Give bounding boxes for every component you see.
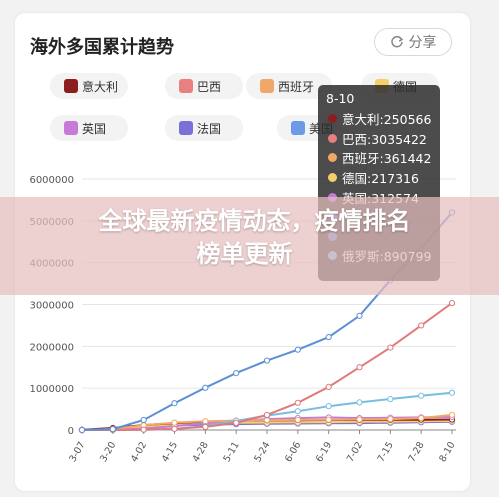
data-point: [263, 411, 271, 419]
data-point: [448, 411, 456, 418]
data-point: [418, 322, 425, 329]
tooltip-value: 德国:217316: [342, 171, 419, 187]
x-tick-label: 7-15: [376, 440, 396, 464]
x-tick-label: 3-20: [98, 440, 118, 464]
data-point: [233, 370, 240, 377]
tooltip-value: 意大利:250566: [342, 112, 432, 128]
tooltip-series-dot: [328, 133, 337, 143]
data-point: [202, 384, 209, 391]
data-point: [387, 416, 394, 423]
tooltip-series-dot: [328, 153, 337, 163]
y-tick-label: 0: [68, 426, 74, 437]
x-tick-label: 8-10: [437, 440, 457, 464]
legend-swatch: [64, 121, 78, 135]
data-point: [294, 416, 301, 424]
headline-banner: [0, 197, 499, 295]
x-tick-label: 6-19: [314, 440, 334, 464]
tooltip-series-dot: [328, 173, 337, 183]
y-tick-label: 2000000: [29, 342, 74, 353]
tooltip-series-dot: [328, 114, 337, 124]
legend-item[interactable]: 西班牙: [246, 73, 332, 99]
legend-swatch: [64, 79, 78, 93]
tooltip-value: 巴西:3035422: [342, 131, 427, 147]
data-point: [233, 419, 240, 426]
x-tick-label: 4-15: [160, 440, 180, 464]
x-tick-label: 4-28: [191, 440, 211, 464]
legend-swatch: [260, 79, 274, 93]
tooltip-row: 德国:217316: [326, 168, 440, 188]
legend-label: 法国: [197, 121, 222, 136]
legend-item[interactable]: 英国: [50, 115, 128, 141]
data-point: [78, 426, 86, 434]
data-point: [387, 344, 394, 351]
data-point: [171, 400, 178, 407]
tooltip-row: 西班牙:361442: [326, 148, 440, 168]
data-point: [356, 364, 363, 371]
headline-line-2: 榜单更新: [196, 240, 293, 268]
legend-label: 英国: [82, 121, 107, 136]
legend-swatch: [179, 121, 193, 135]
data-point: [418, 414, 425, 422]
data-point: [418, 392, 425, 399]
share-button[interactable]: 分享: [374, 28, 452, 56]
data-point: [294, 399, 301, 406]
data-point: [325, 334, 332, 341]
data-point: [171, 419, 178, 426]
series-line: [82, 302, 453, 431]
tooltip-date: 8-10: [326, 91, 355, 106]
y-tick-label: 1000000: [29, 384, 74, 395]
y-tick-label: 6000000: [29, 175, 74, 186]
data-point: [356, 399, 363, 406]
legend-item[interactable]: 巴西: [165, 73, 243, 99]
data-point: [325, 416, 332, 423]
x-tick-label: 5-24: [252, 440, 272, 464]
share-icon: [390, 35, 404, 49]
x-tick-label: 5-11: [221, 440, 241, 464]
tooltip-value: 西班牙:361442: [342, 151, 432, 167]
data-point: [294, 346, 301, 353]
data-point: [356, 416, 363, 423]
legend-swatch: [291, 121, 305, 135]
legend-label: 巴西: [197, 79, 222, 94]
data-point: [325, 383, 332, 391]
tooltip-row: 意大利:250566: [326, 109, 440, 129]
data-point: [202, 423, 209, 431]
x-tick-label: 3-07: [67, 440, 87, 464]
data-point: [294, 408, 301, 415]
data-point: [263, 357, 271, 364]
data-point: [140, 426, 147, 433]
legend-item[interactable]: 法国: [165, 115, 243, 141]
tooltip-row: 巴西:3035422: [326, 129, 440, 149]
y-tick-label: 3000000: [29, 301, 74, 312]
x-tick-label: 6-06: [283, 440, 303, 464]
legend-item[interactable]: 意大利: [50, 73, 128, 99]
share-label: 分享: [408, 35, 437, 51]
x-tick-label: 7-28: [406, 440, 426, 464]
data-point: [325, 403, 332, 410]
data-point: [356, 312, 363, 319]
headline-line-1: 全球最新疫情动态，疫情排名: [98, 207, 411, 235]
data-point: [387, 395, 394, 403]
chart-title: 海外多国累计趋势: [30, 37, 174, 58]
data-point: [171, 425, 178, 432]
data-point: [109, 426, 116, 433]
headline-text: 全球最新疫情动态，疫情排名 榜单更新: [0, 205, 499, 271]
x-tick-label: 4-02: [129, 440, 149, 464]
data-point: [448, 299, 456, 307]
legend-swatch: [179, 79, 193, 93]
legend-label: 意大利: [82, 79, 119, 94]
x-tick-label: 7-02: [345, 440, 365, 464]
legend-label: 西班牙: [278, 79, 315, 94]
data-point: [140, 416, 147, 424]
data-point: [448, 389, 456, 396]
